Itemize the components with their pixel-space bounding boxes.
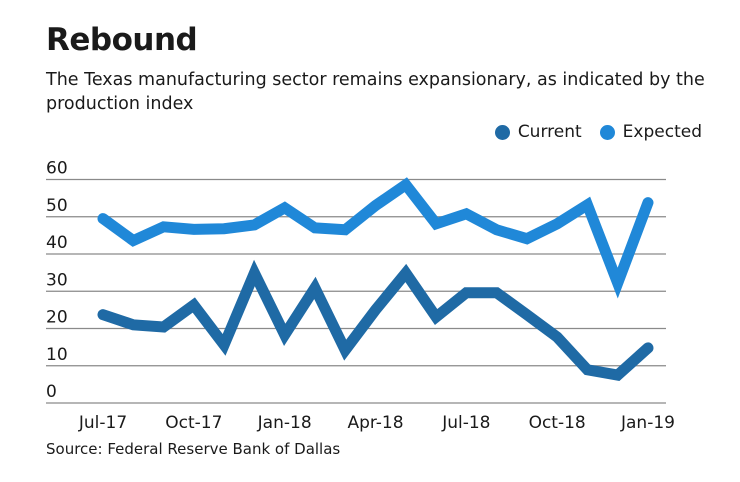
legend-marker-current (494, 124, 510, 140)
x-tick-label: Apr-18 (347, 413, 403, 433)
y-tick-label: 40 (46, 233, 68, 253)
chart-subtitle: The Texas manufacturing sector remains e… (46, 70, 705, 114)
x-tick-label: Oct-18 (529, 413, 586, 433)
chart-title: Rebound (46, 22, 198, 58)
y-tick-label: 10 (46, 345, 68, 365)
legend-item-current: Current (494, 122, 582, 142)
legend-item-expected: Expected (599, 122, 702, 142)
series-line-expected (97, 177, 654, 299)
y-tick-label: 0 (46, 382, 57, 402)
x-tick-label: Oct-17 (165, 413, 222, 433)
y-tick-label: 20 (46, 308, 68, 328)
legend-label-expected: Expected (622, 122, 702, 142)
x-tick-label: Jul-17 (78, 413, 127, 433)
y-tick-label: 30 (46, 270, 68, 290)
x-tick-label: Jan-19 (620, 413, 675, 433)
y-tick-label: 60 (46, 159, 68, 179)
x-tick-label: Jul-18 (441, 413, 490, 433)
legend-label-current: Current (517, 122, 582, 142)
legend: Current Expected (494, 122, 702, 142)
x-tick-label: Jan-18 (257, 413, 312, 433)
y-tick-label: 50 (46, 196, 68, 216)
legend-marker-expected (599, 124, 615, 140)
source-note: Source: Federal Reserve Bank of Dallas (46, 440, 341, 458)
series-line-current (97, 259, 654, 381)
